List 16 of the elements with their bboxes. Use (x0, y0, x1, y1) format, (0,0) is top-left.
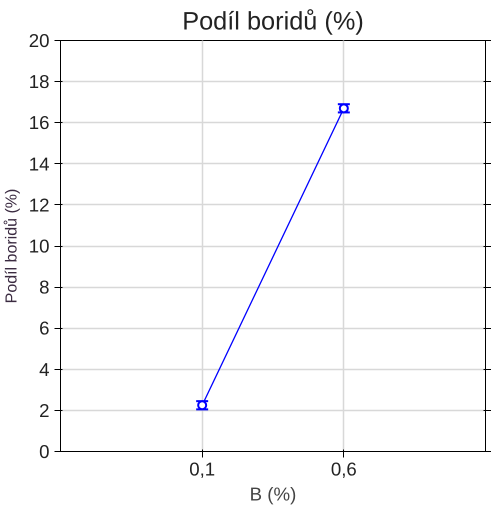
x-axis-title: B (%) (250, 484, 296, 504)
y-tick-label: 20 (28, 30, 50, 51)
chart-title: Podíl boridů (%) (182, 8, 364, 36)
y-tick-label: 12 (28, 194, 50, 216)
y-tick-label: 8 (39, 276, 50, 298)
y-tick-label: 16 (28, 112, 50, 134)
y-tick-label: 18 (28, 71, 50, 92)
y-tick-label: 0 (39, 441, 50, 462)
y-axis-title: Podíl boridů (%) (4, 188, 21, 304)
y-tick-label: 6 (39, 318, 50, 339)
x-tick-label: 0,6 (330, 458, 357, 480)
x-tick-label: 0,1 (189, 458, 216, 480)
y-tick-label: 2 (39, 400, 50, 421)
y-tick-label: 14 (28, 153, 50, 174)
y-tick-label: 4 (39, 358, 50, 380)
y-tick-label: 10 (28, 236, 50, 256)
